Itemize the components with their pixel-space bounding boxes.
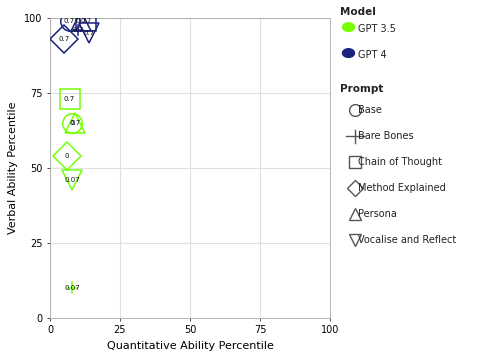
Text: 0.7: 0.7: [70, 120, 81, 126]
Text: 0.7: 0.7: [72, 27, 84, 33]
Text: Prompt: Prompt: [340, 84, 384, 93]
Text: Base: Base: [358, 105, 382, 115]
Text: 0.7: 0.7: [64, 96, 75, 102]
Text: Vocalise and Reflect: Vocalise and Reflect: [358, 235, 456, 245]
Text: Model: Model: [340, 7, 376, 17]
Text: GPT 3.5: GPT 3.5: [358, 24, 396, 34]
Text: 0: 0: [64, 153, 69, 159]
Text: Method Explained: Method Explained: [358, 183, 446, 193]
Y-axis label: Verbal Ability Percentile: Verbal Ability Percentile: [8, 101, 18, 234]
Text: 0: 0: [70, 120, 74, 126]
Text: 0.7: 0.7: [81, 18, 92, 24]
Text: 0.7: 0.7: [58, 36, 70, 42]
Text: 0.7: 0.7: [75, 18, 86, 24]
Text: Persona: Persona: [358, 209, 397, 219]
Text: Chain of Thought: Chain of Thought: [358, 157, 442, 167]
Text: 0.7: 0.7: [84, 30, 95, 36]
X-axis label: Quantitative Ability Percentile: Quantitative Ability Percentile: [106, 341, 274, 351]
Text: Bare Bones: Bare Bones: [358, 131, 413, 141]
Text: 0.07: 0.07: [64, 285, 80, 291]
Text: GPT 4: GPT 4: [358, 50, 386, 60]
Text: 0.07: 0.07: [64, 177, 80, 183]
Text: 0.7: 0.7: [64, 18, 75, 24]
